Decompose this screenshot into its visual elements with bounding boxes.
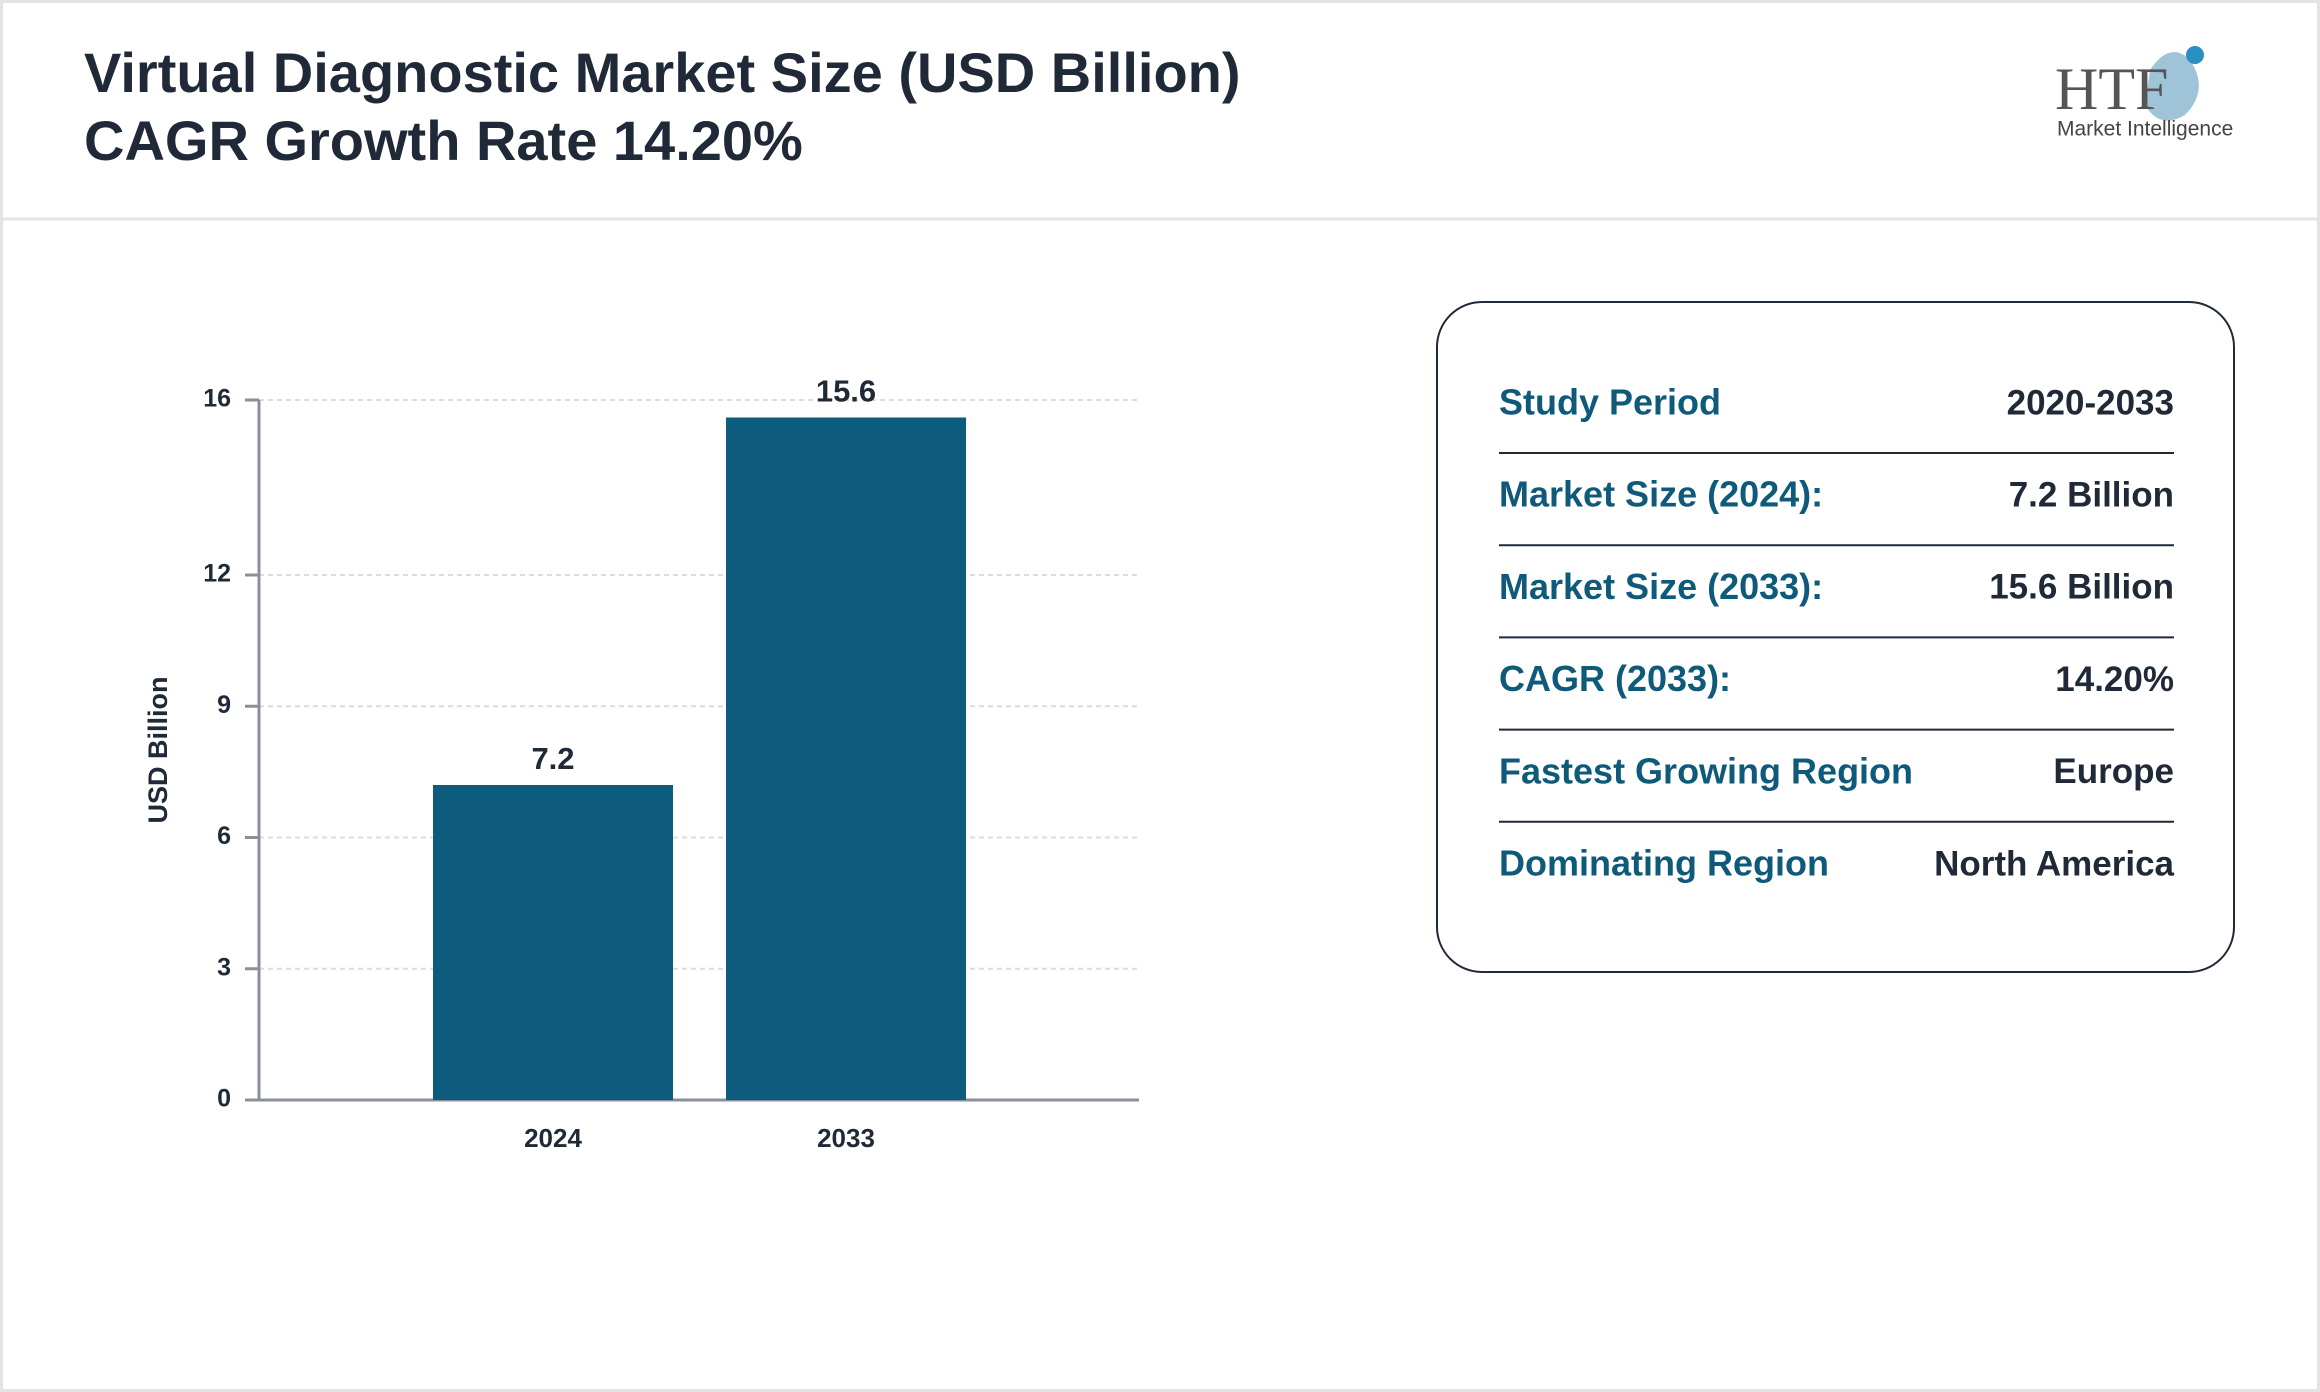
y-tick-label: 0: [217, 1085, 231, 1113]
x-tick-label: 2024: [524, 1123, 582, 1153]
logo-icon: [2145, 52, 2199, 121]
summary-label: Market Size (2024):: [1499, 474, 1823, 515]
y-axis-label: USD Billion: [143, 677, 173, 824]
summary-value: 14.20%: [2055, 660, 2174, 699]
title: Virtual Diagnostic Market Size (USD Bill…: [84, 41, 1241, 104]
logo-dot: [2186, 46, 2204, 64]
summary-value: 2020-2033: [2007, 383, 2174, 422]
subtitle: CAGR Growth Rate 14.20%: [84, 109, 803, 172]
summary-value: Europe: [2053, 752, 2174, 791]
data-label: 15.6: [816, 374, 876, 409]
x-tick-label: 2033: [817, 1123, 875, 1153]
summary-value: 7.2 Billion: [2009, 475, 2174, 514]
summary-label: Dominating Region: [1499, 843, 1829, 884]
y-tick-label: 16: [203, 385, 231, 413]
y-tick-label: 9: [217, 691, 231, 719]
logo-subtext: Market Intelligence: [2057, 118, 2233, 141]
y-tick-label: 3: [217, 953, 231, 981]
logo-text: HTF: [2055, 56, 2168, 122]
data-label: 7.2: [531, 741, 574, 776]
summary-label: CAGR (2033):: [1499, 658, 1731, 699]
logo: HTF Market Intelligence: [2055, 46, 2233, 141]
summary-value: North America: [1934, 844, 2174, 883]
summary-value: 15.6 Billion: [1989, 568, 2174, 607]
summary-label: Market Size (2033):: [1499, 566, 1823, 607]
summary-label: Study Period: [1499, 382, 1721, 423]
bar: [726, 417, 966, 1100]
summary-label: Fastest Growing Region: [1499, 750, 1913, 791]
y-tick-label: 12: [203, 560, 231, 588]
y-tick-label: 6: [217, 822, 231, 850]
bar: [433, 785, 673, 1100]
